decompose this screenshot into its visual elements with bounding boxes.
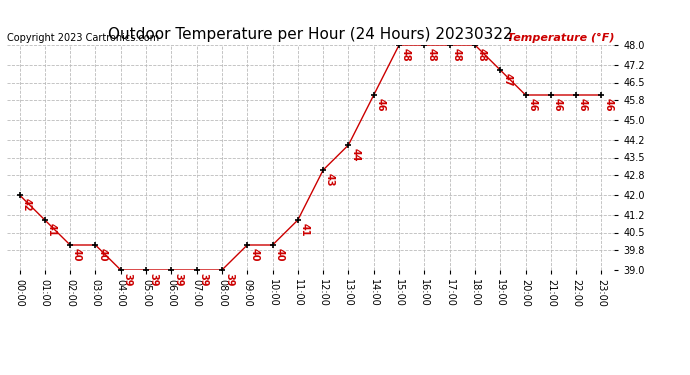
Text: 39: 39 <box>224 273 234 286</box>
Text: 42: 42 <box>21 198 32 211</box>
Text: 46: 46 <box>578 98 588 111</box>
Text: 39: 39 <box>123 273 132 286</box>
Text: 40: 40 <box>275 248 284 261</box>
Text: 44: 44 <box>351 148 360 161</box>
Text: Copyright 2023 Cartronics.com: Copyright 2023 Cartronics.com <box>7 33 159 43</box>
Text: 40: 40 <box>249 248 259 261</box>
Text: 41: 41 <box>47 223 57 236</box>
Text: 46: 46 <box>603 98 613 111</box>
Text: 48: 48 <box>477 48 487 62</box>
Text: 46: 46 <box>553 98 563 111</box>
Text: 48: 48 <box>426 48 436 62</box>
Title: Outdoor Temperature per Hour (24 Hours) 20230322: Outdoor Temperature per Hour (24 Hours) … <box>108 27 513 42</box>
Text: 39: 39 <box>199 273 208 286</box>
Text: 48: 48 <box>401 48 411 62</box>
Text: 46: 46 <box>375 98 386 111</box>
Text: Temperature (°F): Temperature (°F) <box>506 33 614 43</box>
Text: 41: 41 <box>299 223 310 236</box>
Text: 39: 39 <box>148 273 158 286</box>
Text: 40: 40 <box>72 248 82 261</box>
Text: 47: 47 <box>502 73 512 86</box>
Text: 40: 40 <box>97 248 108 261</box>
Text: 46: 46 <box>527 98 538 111</box>
Text: 48: 48 <box>451 48 462 62</box>
Text: 43: 43 <box>325 173 335 186</box>
Text: 39: 39 <box>173 273 184 286</box>
